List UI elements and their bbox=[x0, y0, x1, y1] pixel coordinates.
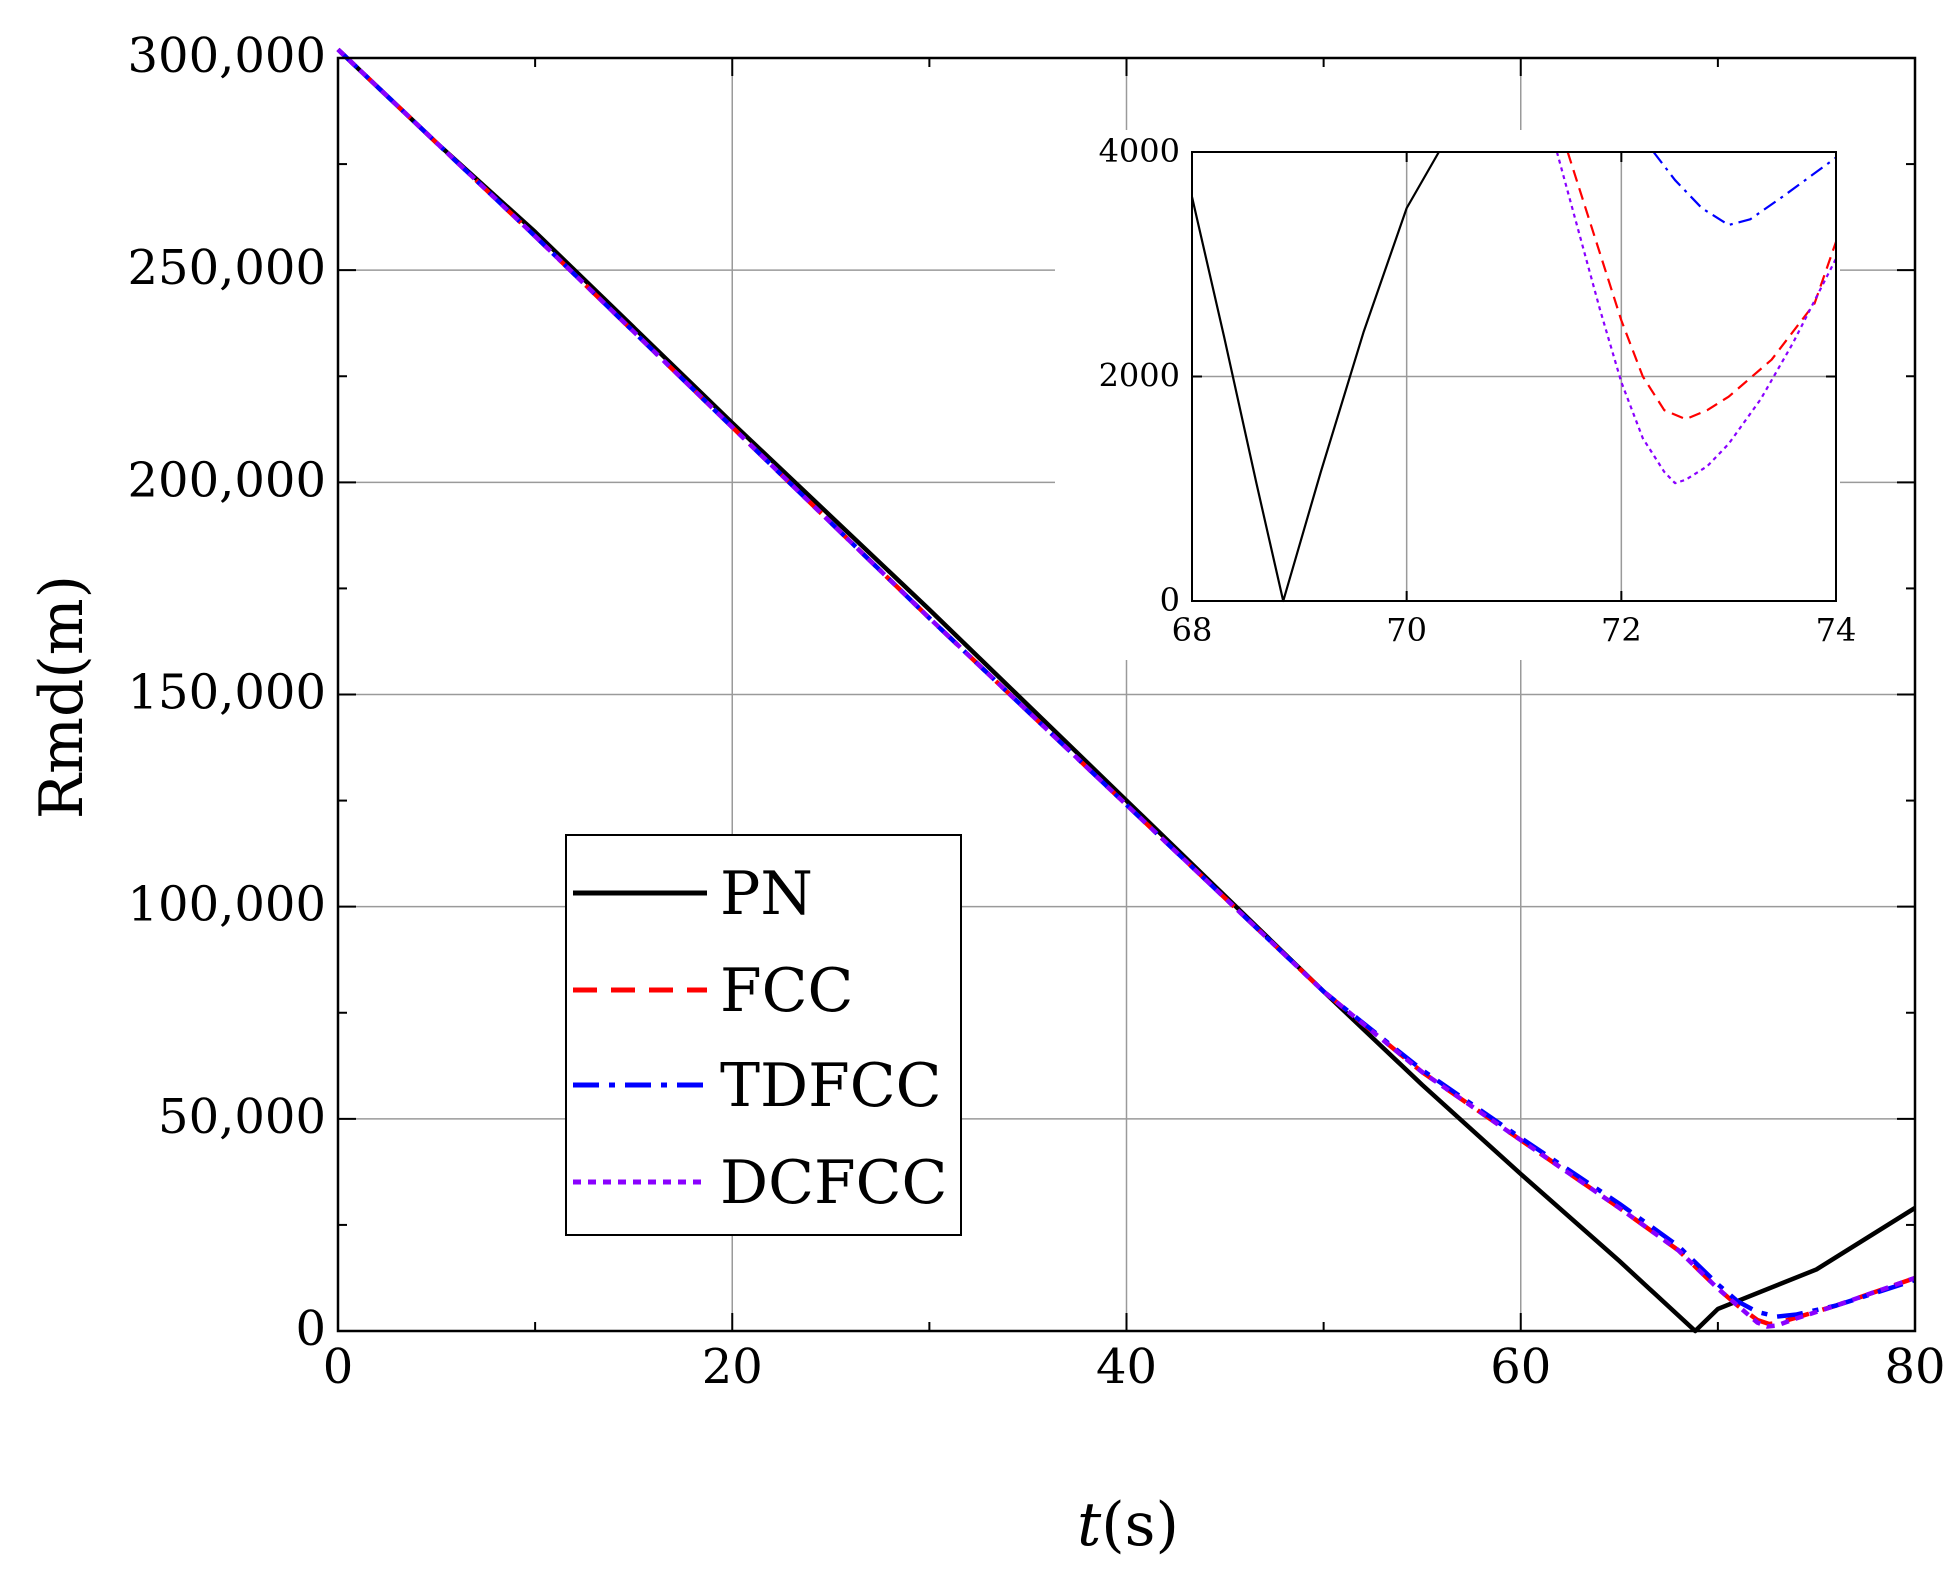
inset-background bbox=[1055, 130, 1840, 660]
x-axis-title: t(s) bbox=[1077, 1490, 1179, 1560]
inset-x-tick-label-0: 68 bbox=[1172, 611, 1213, 649]
inset-series-dcfcc bbox=[1555, 151, 1837, 485]
legend-items: PN FCC TDFCC DCFCC bbox=[573, 859, 947, 1218]
inset-x-tick-label-1: 70 bbox=[1386, 611, 1427, 649]
inset-grid bbox=[1192, 152, 1836, 601]
inset-axes bbox=[1191, 151, 1837, 602]
main-x-tick-label-1: 20 bbox=[702, 1339, 763, 1395]
main-y-tick-label-1: 50,000 bbox=[158, 1089, 326, 1145]
main-y-tick-label-0: 0 bbox=[295, 1301, 326, 1357]
main-x-tick-label-0: 0 bbox=[323, 1339, 354, 1395]
main-x-tick-label-2: 40 bbox=[1096, 1339, 1157, 1395]
inset-tick-labels: 68 70 72 74 0 2000 4000 bbox=[1099, 132, 1857, 649]
main-y-tick-label-2: 100,000 bbox=[128, 877, 327, 933]
main-y-tick-label-4: 200,000 bbox=[128, 452, 327, 508]
x-axis-title-unit: (s) bbox=[1101, 1490, 1179, 1560]
inset-y-tick-label-0: 0 bbox=[1160, 581, 1180, 619]
y-axis-title: Rmd(m) bbox=[27, 575, 97, 819]
main-x-tick-label-4: 80 bbox=[1884, 1339, 1945, 1395]
inset-series-pn bbox=[1190, 151, 1440, 603]
inset-y-tick-label-1: 2000 bbox=[1099, 357, 1180, 395]
inset-y-tick-label-2: 4000 bbox=[1099, 132, 1180, 170]
main-series-fcc bbox=[336, 47, 1916, 1327]
legend-label-fcc: FCC bbox=[720, 956, 853, 1026]
legend-box bbox=[565, 834, 962, 1236]
legend: PN FCC TDFCC DCFCC bbox=[565, 834, 962, 1236]
main-tick-labels: 0 20 40 60 80 0 50,000 100,000 150,000 200,000 250… bbox=[128, 28, 1946, 1395]
legend-label-dcfcc: DCFCC bbox=[720, 1148, 947, 1218]
legend-label-pn: PN bbox=[720, 859, 813, 929]
inset-series-group bbox=[1190, 151, 1838, 603]
main-series-group bbox=[336, 47, 1917, 1334]
inset-x-tick-label-3: 74 bbox=[1816, 611, 1857, 649]
inset-x-tick-label-2: 72 bbox=[1601, 611, 1642, 649]
inset-chart: 68 70 72 74 0 2000 4000 bbox=[1055, 130, 1856, 660]
inset-series-tdfcc bbox=[1652, 151, 1837, 227]
inset-series-fcc bbox=[1566, 151, 1838, 421]
main-y-tick-label-3: 150,000 bbox=[128, 665, 327, 721]
x-axis-title-italic: t bbox=[1077, 1490, 1102, 1560]
legend-label-tdfcc: TDFCC bbox=[720, 1051, 942, 1121]
main-axes bbox=[336, 56, 1917, 1333]
main-x-tick-label-3: 60 bbox=[1490, 1339, 1551, 1395]
main-y-tick-label-6: 300,000 bbox=[128, 28, 327, 84]
main-series-tdfcc bbox=[336, 47, 1916, 1319]
main-series-pn bbox=[336, 47, 1917, 1334]
main-y-tick-label-5: 250,000 bbox=[128, 240, 327, 296]
